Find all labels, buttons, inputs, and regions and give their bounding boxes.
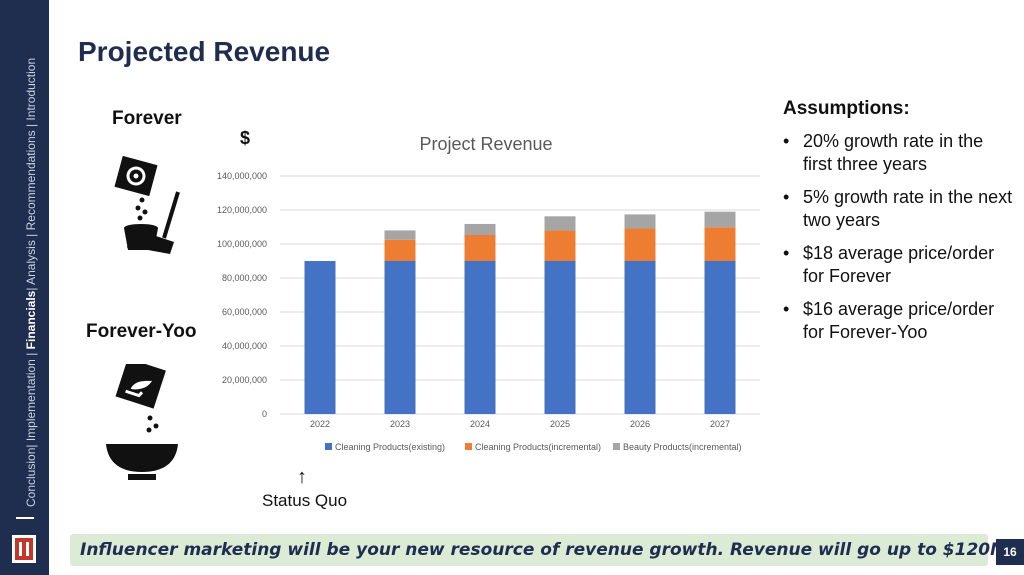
bullet-icon: •	[783, 243, 790, 263]
assumptions-title: Assumptions:	[783, 98, 910, 119]
brand-forever-yoo-label: Forever-Yoo	[86, 321, 197, 342]
legend-label: Cleaning Products(incremental)	[475, 442, 601, 452]
assumption-text: 20% growth rate in the first three years	[803, 131, 984, 174]
x-tick-label: 2024	[470, 419, 490, 429]
bullet-icon: •	[783, 187, 790, 207]
assumption-text: 5% growth rate in the next two years	[803, 187, 1013, 230]
assumption-item: • 5% growth rate in the next two years	[783, 186, 1015, 232]
status-quo-arrow-icon: ↑	[297, 466, 307, 488]
nav-divider	[16, 517, 34, 519]
bar-segment	[384, 230, 416, 240]
revenue-chart: Project Revenue 0 20,000,000 40,000,000 60,…	[217, 134, 760, 452]
y-tick-label: 20,000,000	[222, 375, 267, 385]
status-quo-label: Status Quo	[262, 491, 348, 510]
y-tick-label: 80,000,000	[222, 273, 267, 283]
assumptions-list: • 20% growth rate in the first three year…	[783, 130, 1015, 354]
takeaway-text: Influencer marketing will be your new re…	[80, 540, 1024, 560]
bar-segment	[384, 261, 416, 414]
assumption-item: • $16 average price/order for Forever-Yoo	[783, 298, 1015, 344]
bar-segment	[464, 234, 496, 261]
bar-segment	[544, 230, 576, 261]
page-title: Projected Revenue	[78, 36, 331, 67]
y-tick-label: 140,000,000	[217, 171, 267, 181]
x-tick-label: 2022	[310, 419, 330, 429]
x-tick-label: 2023	[390, 419, 410, 429]
chart-y-axis: 0 20,000,000 40,000,000 60,000,000 80,000,00…	[217, 171, 267, 419]
legend-swatch	[613, 443, 620, 450]
page-number: 16	[996, 539, 1024, 565]
y-tick-label: 0	[262, 409, 267, 419]
bar-segment	[304, 261, 336, 414]
y-tick-label: 40,000,000	[222, 341, 267, 351]
brand-forever-label: Forever	[112, 108, 182, 129]
assumption-item: • 20% growth rate in the first three year…	[783, 130, 1015, 176]
section-nav-post[interactable]: | Analysis | Recommendations | Introduct…	[24, 57, 38, 291]
legend-swatch	[325, 443, 332, 450]
assumption-text: $18 average price/order for Forever	[803, 243, 995, 286]
chart-legend: Cleaning Products(existing) Cleaning Prod…	[325, 442, 742, 452]
bar-segment	[704, 261, 736, 414]
currency-label: $	[240, 128, 251, 148]
company-logo-icon	[12, 535, 36, 563]
legend-label: Beauty Products(incremental)	[623, 442, 742, 452]
takeaway-banner: Influencer marketing will be your new re…	[70, 534, 1024, 566]
y-tick-label: 120,000,000	[217, 205, 267, 215]
bullet-icon: •	[783, 131, 790, 151]
bar-segment	[624, 214, 656, 229]
y-tick-label: 100,000,000	[217, 239, 267, 249]
section-nav-active[interactable]: Financials	[24, 290, 38, 350]
x-tick-label: 2025	[550, 419, 570, 429]
sidebar: Conclusion| Implementation | Financials|…	[0, 0, 49, 575]
chart-bars	[304, 211, 736, 414]
plant-bowl-icon	[106, 364, 178, 480]
bar-segment	[384, 239, 416, 261]
x-tick-label: 2027	[710, 419, 730, 429]
chart-x-axis: 2022 2023 2024 2025 2026 2027	[310, 419, 730, 429]
bar-segment	[544, 216, 576, 231]
section-nav[interactable]: Conclusion| Implementation | Financials|…	[24, 58, 38, 507]
y-tick-label: 60,000,000	[222, 307, 267, 317]
section-nav-pre[interactable]: Conclusion| Implementation |	[24, 349, 38, 507]
assumption-item: • $18 average price/order for Forever	[783, 242, 1015, 288]
bar-segment	[624, 261, 656, 414]
bar-segment	[624, 228, 656, 261]
bar-segment	[544, 261, 576, 414]
assumption-text: $16 average price/order for Forever-Yoo	[803, 299, 995, 342]
bar-segment	[704, 211, 736, 228]
x-tick-label: 2026	[630, 419, 650, 429]
bar-segment	[704, 227, 736, 261]
legend-label: Cleaning Products(existing)	[335, 442, 445, 452]
bar-segment	[464, 223, 496, 235]
legend-swatch	[465, 443, 472, 450]
bullet-icon: •	[783, 299, 790, 319]
chart-gridlines	[280, 175, 760, 415]
cleaning-supplies-icon	[114, 155, 180, 254]
chart-title: Project Revenue	[419, 134, 552, 154]
bar-segment	[464, 261, 496, 414]
